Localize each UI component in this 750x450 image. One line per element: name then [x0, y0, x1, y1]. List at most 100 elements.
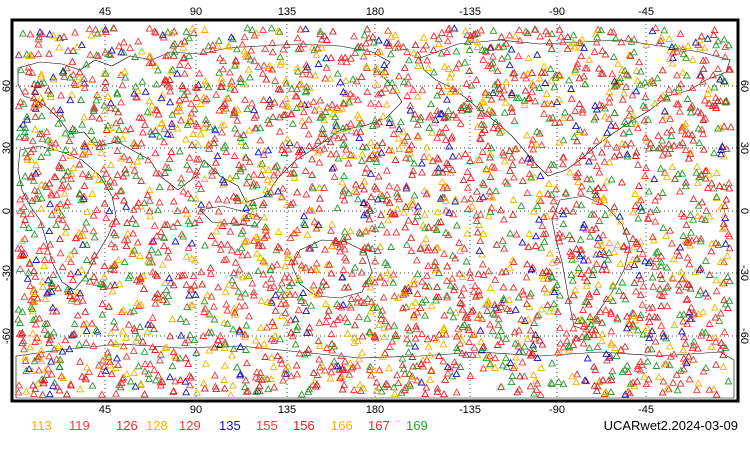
station-marker-triangle [229, 268, 238, 277]
station-marker-triangle [375, 273, 384, 281]
map-frame [10, 18, 740, 403]
station-marker-triangle [260, 146, 269, 155]
station-marker-triangle [421, 295, 430, 304]
station-marker-triangle [478, 128, 486, 136]
station-marker-triangle [293, 33, 302, 42]
station-marker-triangle [71, 126, 79, 134]
station-marker-triangle [119, 38, 128, 46]
station-marker-triangle [435, 351, 443, 360]
legend: 113 119 126 128 129 135 155 156 166 167 … [31, 418, 428, 433]
station-marker-triangle [508, 69, 517, 77]
station-marker-triangle [469, 30, 478, 38]
station-marker-triangle [63, 167, 72, 175]
station-marker-triangle [20, 249, 29, 257]
station-marker-triangle [481, 46, 489, 54]
station-marker-triangle [672, 370, 681, 378]
station-marker-triangle [645, 333, 654, 342]
station-marker-triangle [454, 59, 463, 67]
station-marker-triangle [308, 287, 316, 295]
station-marker-triangle [380, 279, 389, 287]
station-marker-triangle [610, 82, 619, 90]
station-marker-triangle [46, 240, 55, 248]
station-marker-triangle [531, 97, 540, 105]
station-marker-triangle [683, 94, 692, 102]
station-marker-triangle [148, 342, 157, 351]
station-marker-triangle [355, 120, 364, 128]
station-marker-triangle [628, 115, 637, 123]
station-marker-triangle [146, 52, 155, 60]
station-marker-triangle [636, 203, 645, 211]
station-marker-triangle [177, 179, 186, 187]
station-marker-triangle [503, 179, 512, 187]
station-marker-triangle [391, 31, 400, 39]
station-marker-triangle [164, 246, 173, 254]
station-marker-triangle [345, 98, 354, 106]
station-marker-triangle [523, 334, 532, 343]
station-marker-triangle [505, 31, 514, 39]
station-marker-triangle [367, 307, 375, 315]
station-marker-triangle [190, 105, 199, 113]
station-marker-triangle [575, 99, 584, 108]
station-marker-triangle [652, 254, 660, 262]
station-marker-triangle [590, 47, 599, 55]
station-marker-triangle [638, 300, 647, 308]
station-marker-triangle [517, 156, 526, 164]
station-marker-triangle [499, 151, 508, 159]
station-marker-triangle [510, 328, 519, 336]
station-marker-triangle [200, 297, 209, 305]
station-marker-triangle [31, 320, 40, 328]
station-marker-triangle [312, 224, 321, 232]
station-marker-triangle [186, 113, 195, 121]
station-marker-triangle [688, 130, 696, 138]
station-marker-triangle [307, 301, 316, 309]
station-marker-triangle [711, 103, 720, 111]
station-marker-triangle [107, 123, 116, 131]
station-marker-triangle [535, 215, 543, 223]
station-marker-triangle [690, 308, 699, 316]
station-marker-triangle [725, 244, 734, 252]
station-marker-triangle [156, 381, 165, 389]
station-marker-triangle [572, 244, 581, 252]
station-marker-triangle [540, 109, 548, 117]
station-marker-triangle [535, 83, 544, 91]
station-marker-triangle [173, 218, 182, 227]
station-marker-triangle [550, 304, 559, 312]
station-marker-triangle [591, 224, 600, 232]
station-marker-triangle [400, 63, 409, 71]
station-marker-triangle [527, 173, 536, 181]
station-marker-triangle [260, 213, 269, 221]
station-marker-triangle [159, 241, 168, 250]
station-marker-triangle [707, 247, 716, 255]
station-marker-triangle [154, 66, 162, 74]
station-marker-triangle [14, 388, 23, 396]
station-marker-triangle [342, 58, 351, 66]
station-marker-triangle [711, 337, 720, 345]
station-marker-triangle [88, 257, 97, 265]
station-marker-triangle [304, 130, 313, 138]
station-marker-triangle [606, 308, 615, 316]
station-marker-triangle [363, 209, 371, 217]
station-marker-triangle [518, 238, 527, 246]
station-marker-triangle [116, 116, 125, 125]
station-marker-triangle [183, 302, 192, 310]
station-marker-triangle [165, 154, 174, 162]
station-marker-triangle [605, 353, 614, 361]
station-marker-triangle [341, 314, 350, 322]
station-marker-triangle [368, 150, 377, 159]
station-marker-triangle [595, 168, 604, 176]
station-marker-triangle [694, 201, 703, 209]
top-lon-label-minus90: -90 [549, 6, 565, 18]
station-marker-triangle [618, 139, 627, 147]
station-marker-triangle [650, 312, 659, 321]
station-marker-triangle [65, 344, 74, 353]
station-marker-triangle [115, 279, 124, 288]
station-marker-triangle [721, 239, 730, 247]
station-marker-triangle [399, 304, 407, 312]
station-marker-triangle [251, 336, 260, 344]
station-marker-triangle [400, 385, 409, 394]
station-marker-triangle [422, 355, 431, 363]
station-marker-triangle [632, 148, 641, 156]
station-marker-triangle [34, 352, 43, 360]
station-marker-triangle [524, 315, 533, 323]
station-marker-triangle [215, 54, 224, 62]
